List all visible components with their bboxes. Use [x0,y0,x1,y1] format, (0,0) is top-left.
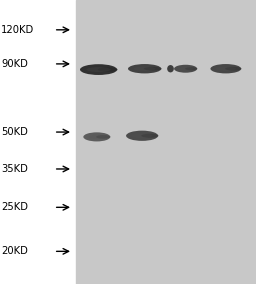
Ellipse shape [141,134,159,138]
Ellipse shape [210,64,241,74]
Text: 25KD: 25KD [1,202,28,212]
Circle shape [167,65,174,72]
Ellipse shape [134,67,155,71]
Ellipse shape [88,135,105,139]
Ellipse shape [96,135,111,139]
Ellipse shape [174,65,197,73]
Ellipse shape [144,67,162,71]
Ellipse shape [178,67,193,70]
Text: 50KD: 50KD [1,127,28,137]
Ellipse shape [83,132,110,141]
Ellipse shape [87,67,111,72]
Ellipse shape [185,67,198,70]
Ellipse shape [80,64,117,75]
Ellipse shape [128,64,161,74]
Ellipse shape [132,133,153,138]
Text: 35KD: 35KD [1,164,28,174]
Ellipse shape [126,131,158,141]
Text: 120KD: 120KD [1,25,35,35]
Ellipse shape [98,67,118,72]
Text: 90KD: 90KD [1,59,28,69]
Ellipse shape [216,67,236,71]
Ellipse shape [225,67,242,71]
Bar [76,0,256,284]
Text: 20KD: 20KD [1,246,28,256]
